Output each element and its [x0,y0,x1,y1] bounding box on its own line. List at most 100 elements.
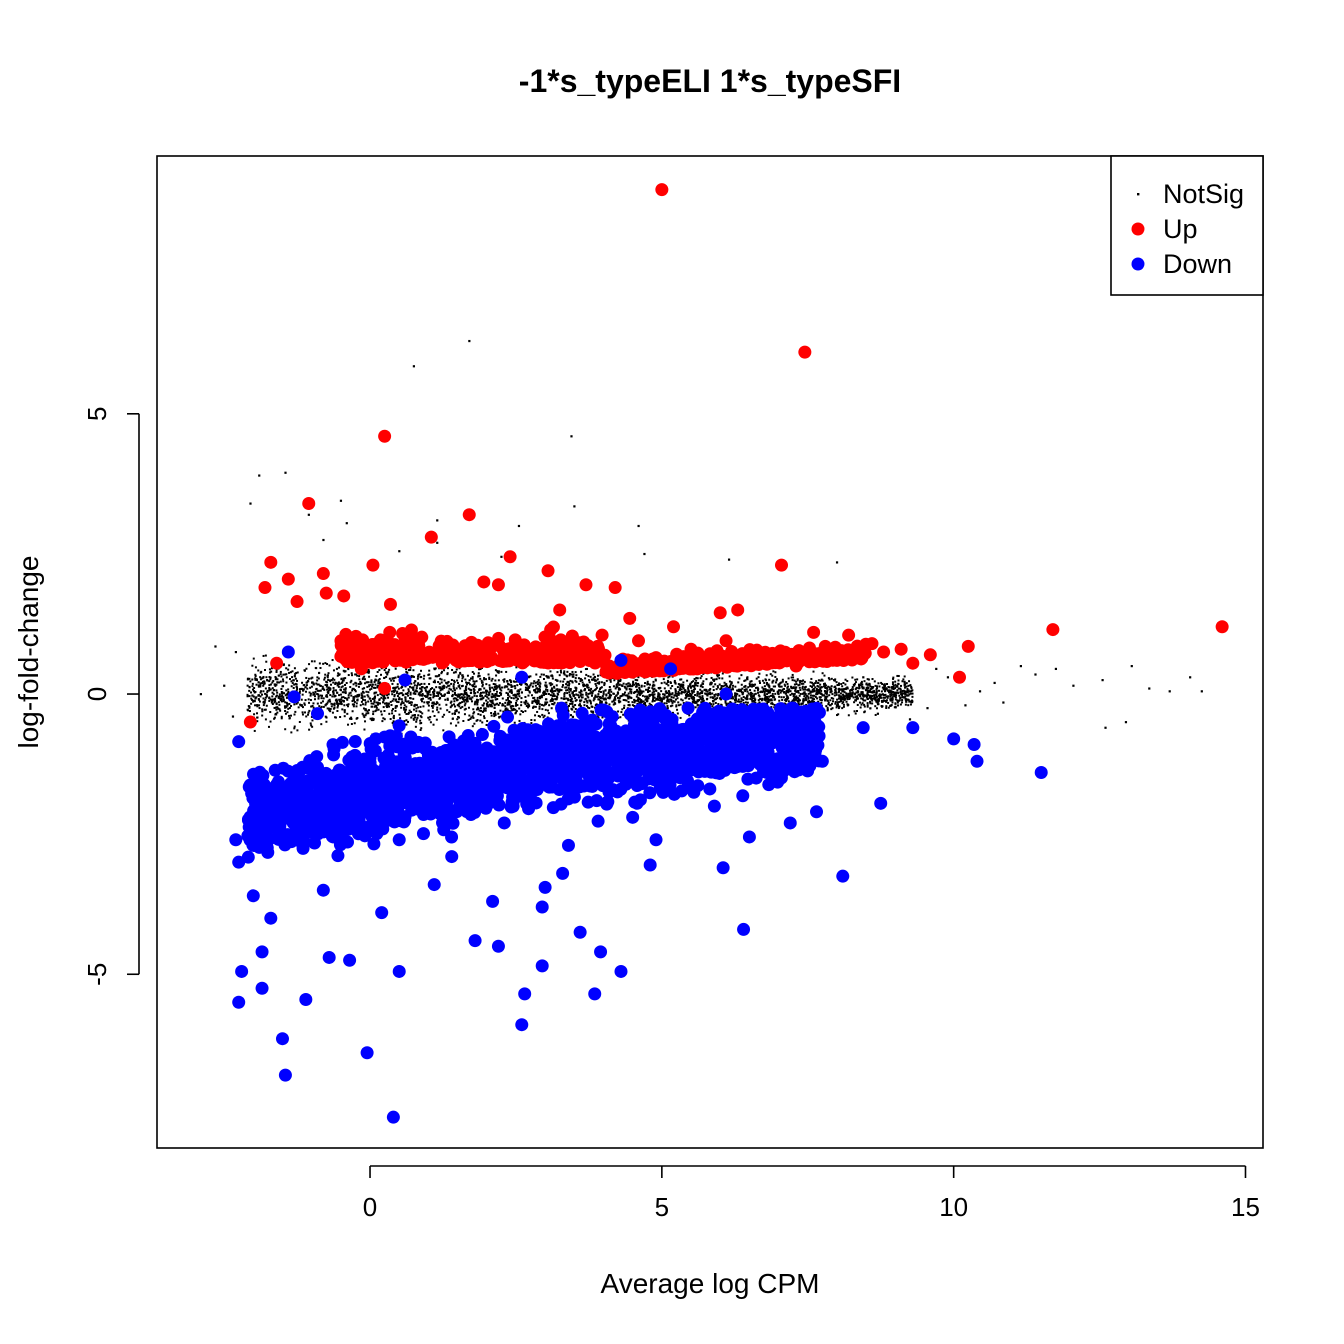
data-point [235,964,249,978]
legend-label: NotSig [1163,179,1244,209]
data-point [637,524,640,528]
data-point [322,538,325,542]
data-point [264,555,278,569]
data-point [923,648,937,662]
data-point [908,718,912,721]
data-point [553,603,567,617]
data-point [258,581,272,595]
data-point [436,519,439,522]
data-point [856,721,870,735]
data-point [307,513,310,516]
data-point [818,639,832,653]
data-point [199,693,202,696]
data-point [386,1110,400,1124]
data-point [243,715,257,729]
data-point [346,810,360,824]
data-point [1130,665,1133,668]
x-tick-label: 5 [655,1192,669,1222]
x-tick-label: 10 [939,1192,968,1222]
data-point [1200,690,1203,693]
data-point [602,659,616,673]
data-point [727,558,731,561]
data-point [702,656,716,670]
data-point [436,541,439,544]
data-point [579,578,593,592]
data-point [561,838,575,852]
data-point [249,502,252,505]
data-point [588,987,602,1001]
data-point [345,522,348,525]
data-point [614,964,628,978]
data-point [1046,623,1060,637]
data-point [763,648,777,662]
data-point [946,676,950,679]
data-point [626,810,640,824]
data-point [655,183,669,197]
data-point [281,645,295,659]
data-point [281,572,295,586]
data-point [366,558,380,572]
data-point [1002,701,1005,704]
data-point [556,866,570,880]
plot-frame [156,155,1264,1149]
legend-label: Down [1163,249,1232,279]
data-point [275,1032,289,1046]
data-point [906,721,920,735]
x-axis-title: Average log CPM [601,1268,820,1299]
data-point [591,639,605,653]
data-point [480,754,494,768]
data-point [299,992,313,1006]
data-point [232,995,246,1009]
data-point [319,586,333,600]
data-point [719,687,733,701]
y-tick-label: -5 [82,963,112,986]
data-point [302,496,316,510]
data-point [486,894,500,908]
data-points [199,183,1229,1124]
data-point [1124,721,1128,724]
data-point [518,987,532,1001]
data-point [961,639,975,653]
data-point [398,550,401,553]
data-point [316,883,330,897]
data-point [643,858,657,872]
data-point [807,625,821,639]
y-tick-label: 0 [82,687,112,701]
data-point [684,749,698,763]
data-point [713,606,727,620]
data-point [684,642,698,656]
data-point [1168,690,1171,693]
data-point [517,524,521,528]
data-point [515,670,529,684]
data-point [836,869,850,883]
data-point [535,959,549,973]
data-point [255,981,269,995]
y-axis: -5 0 5 [82,407,140,986]
data-point [877,645,891,659]
data-point [255,945,269,959]
data-point [246,889,260,903]
data-point [439,639,453,653]
data-point [774,558,788,572]
data-point [608,581,622,595]
data-point [316,567,330,581]
data-point [322,950,336,964]
data-point [232,855,246,869]
x-axis: 0 5 10 15 [363,1165,1260,1222]
data-point [1189,676,1192,679]
data-point [541,564,555,578]
data-point [427,878,441,892]
data-point [375,906,389,920]
data-point [760,765,774,779]
data-point [874,796,888,810]
data-point [570,435,573,438]
data-point [234,651,237,654]
data-point [343,953,357,967]
data-point [789,659,803,673]
data-point [293,827,307,841]
data-point [214,645,217,648]
data-point [739,653,753,667]
data-point [573,925,587,939]
data-point [538,880,552,894]
